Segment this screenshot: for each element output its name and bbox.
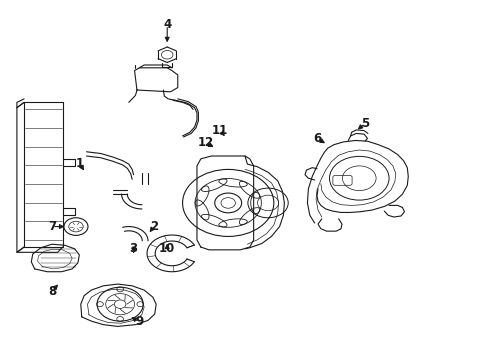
Text: 2: 2 <box>150 220 158 233</box>
Text: 5: 5 <box>361 117 369 130</box>
Text: 7: 7 <box>48 220 56 233</box>
Text: 6: 6 <box>313 132 321 145</box>
Text: 8: 8 <box>48 285 56 298</box>
Text: 1: 1 <box>75 157 83 170</box>
Circle shape <box>215 193 242 213</box>
Text: 3: 3 <box>129 242 138 255</box>
Text: 9: 9 <box>135 315 144 328</box>
Text: 4: 4 <box>163 18 172 31</box>
Text: 11: 11 <box>212 124 228 137</box>
Text: 10: 10 <box>159 242 175 255</box>
Text: 12: 12 <box>197 136 214 149</box>
